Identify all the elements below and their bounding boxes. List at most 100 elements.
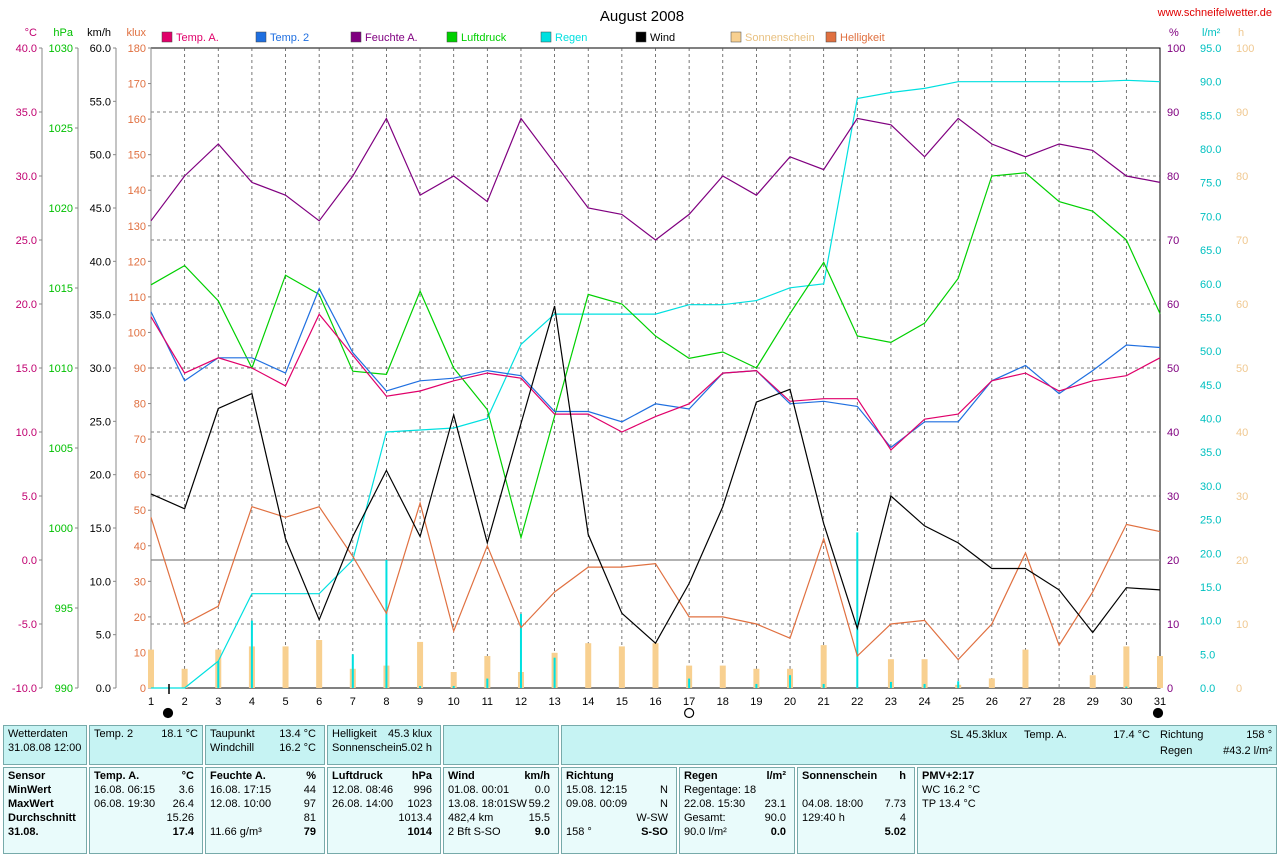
stats-temp: Temp. A. °C 16.08. 06:15 3.6 06.08. 19:30 26.… [89, 767, 203, 854]
x-tick-label: 23 [885, 696, 897, 708]
bars [148, 532, 1163, 688]
rain-bar [452, 685, 455, 688]
wind-header: Wind km/h [448, 769, 554, 783]
temp-row-value: 15.26 [166, 812, 194, 824]
tick-label: 0.0 [1200, 683, 1215, 695]
tick-label: 45.0 [90, 203, 111, 215]
axis-unit: klux [126, 27, 146, 39]
x-tick-label: 1 [148, 696, 154, 708]
tick-label: 180 [128, 43, 146, 55]
axis-unit: l/m² [1202, 27, 1221, 39]
temp-row-value: 3.6 [178, 784, 194, 796]
x-tick-label: 28 [1053, 696, 1065, 708]
sunshine-bar [921, 659, 928, 688]
rain-value: #43.2 l/m² [1223, 745, 1272, 757]
rain-bar [385, 560, 388, 688]
tick-label: 10 [134, 647, 146, 659]
tick-label: 45.0 [1200, 380, 1221, 392]
windchill-value: 16.2 °C [279, 742, 316, 754]
sunshine-bar [417, 641, 424, 688]
wind-row-value: 59.2 [528, 798, 550, 810]
x-tick-label: 10 [448, 696, 460, 708]
tick-label: 1030 [49, 43, 73, 55]
axis-unit: % [1169, 27, 1179, 39]
rain-bar [419, 685, 422, 688]
light-value: 45.3 klux [387, 728, 432, 740]
rain-bar [1125, 686, 1128, 688]
tick-label: -10.0 [12, 683, 37, 695]
rain-row: 90.0 l/m² 0.0 [684, 825, 790, 839]
rain-title: Regen [684, 770, 718, 782]
legend-swatch [255, 31, 267, 43]
axis-unit: km/h [87, 27, 111, 39]
pmv-wc: WC 16.2 °C [922, 784, 981, 796]
stats-pmv: PMV+2:17 WC 16.2 °C TP 13.4 °C [917, 767, 1277, 854]
rain-row-label: 90.0 l/m² [684, 826, 727, 838]
dir-row-label: 15.08. 12:15 [566, 784, 628, 796]
sunshine-bar [1157, 656, 1163, 688]
dew-label: Taupunkt [210, 728, 255, 740]
row-label-min: MinWert [8, 784, 52, 796]
x-tick-label: 27 [1019, 696, 1031, 708]
x-axis: 1 2 3 4 5 6 7 8 9 10 11 12 13 14 15 16 17 18 19 20 21 22 23 24 2… [148, 684, 1166, 719]
sunshine-bar [820, 645, 827, 688]
rain-bar [553, 657, 556, 688]
dir-row-label: 09.08. 00:09 [566, 798, 628, 810]
stats-panel: Sensor MinWert MaxWert Durchschnitt 31.0… [3, 767, 1277, 854]
row-label-today: 31.08. [8, 826, 39, 838]
hum-header: Feuchte A.% [210, 769, 320, 783]
temp-title: Temp. A. [94, 770, 140, 782]
press-title: Luftdruck [332, 770, 383, 782]
x-tick-label: 16 [649, 696, 661, 708]
wind-row-value: 9.0 [534, 826, 550, 838]
hum-row-value: 97 [303, 798, 316, 810]
x-tick-label: 26 [986, 696, 998, 708]
rain-bar [889, 681, 892, 688]
dir-row: 158 ° S-SO [566, 825, 672, 839]
press-row: 1014 [332, 825, 436, 839]
tick-label: -5.0 [18, 619, 37, 631]
tick-label: 10.0 [16, 427, 37, 439]
x-tick-label: 8 [383, 696, 389, 708]
sun-title: Sonnenschein [802, 770, 878, 782]
info-cell: Wetterdaten 31.08.08 12:00 [3, 725, 87, 765]
rain-row-label: 22.08. 15:30 [684, 798, 746, 810]
tick-label: 70 [134, 434, 146, 446]
sunshine-bar [181, 668, 188, 688]
dew-cell: Taupunkt 13.4 °C Windchill 16.2 °C [205, 725, 325, 765]
chart-title: August 2008 [600, 8, 684, 25]
row-label-max: MaxWert [8, 798, 54, 810]
x-tick-label: 6 [316, 696, 322, 708]
temp-row: 17.4 [94, 825, 198, 839]
tick-label: 40.0 [90, 256, 111, 268]
hum-row-label: 12.08. 10:00 [210, 798, 272, 810]
tick-label: 50 [1236, 363, 1248, 375]
dir-title: Richtung [566, 770, 614, 782]
tick-label: 35.0 [90, 310, 111, 322]
dir-header: Richtung [566, 769, 672, 783]
legend-swatch [161, 31, 173, 43]
rain-row: Regentage: 18 [684, 783, 790, 797]
x-tick-label: 20 [784, 696, 796, 708]
sunshine-bar [719, 665, 726, 688]
tempa-label: Temp. A. [1024, 729, 1067, 741]
sun-label: Sonnenschein [332, 742, 402, 754]
sunshine-bar [988, 678, 995, 688]
sun-row: 5.02 [802, 825, 910, 839]
tick-label: 70 [1167, 235, 1179, 247]
dir-row: 09.08. 00:09 N [566, 797, 672, 811]
sunshine-bar [585, 643, 592, 688]
x-tick-label: 2 [182, 696, 188, 708]
legend-label: Regen [555, 32, 587, 44]
tick-label: 10.0 [1200, 616, 1221, 628]
sunshine-bar [316, 640, 323, 688]
rain-row-label: Gesamt: [684, 812, 726, 824]
rain-bar [250, 620, 253, 688]
dir-value: 158 ° [1246, 729, 1272, 741]
stats-rowlabels: Sensor MinWert MaxWert Durchschnitt 31.0… [3, 767, 87, 854]
sunshine-bar [450, 672, 457, 688]
tick-label: 995 [55, 603, 73, 615]
wind-row-value: 0.0 [534, 784, 550, 796]
hum-row: 11.66 g/m³ 79 [210, 825, 320, 839]
dew-value: 13.4 °C [279, 728, 316, 740]
